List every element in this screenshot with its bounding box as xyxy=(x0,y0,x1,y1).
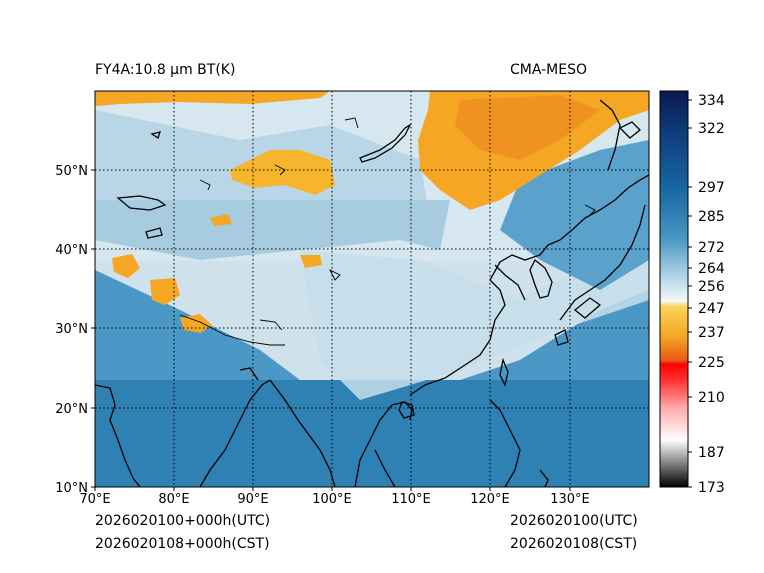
colorbar-tick-297: 297 xyxy=(698,180,725,196)
coastlines xyxy=(95,99,649,487)
lon-label-130: 130°E xyxy=(550,492,590,507)
lat-label-30: 30°N xyxy=(55,322,88,337)
lon-label-70: 70°E xyxy=(79,492,110,507)
colorbar-tick-285: 285 xyxy=(698,209,725,225)
lat-label-10: 10°N xyxy=(55,481,88,496)
model-name: CMA-MESO xyxy=(510,62,588,78)
init-time-cst: 2026020108(CST) xyxy=(510,536,638,552)
colorbar-tick-334: 334 xyxy=(698,93,725,109)
lon-label-90: 90°E xyxy=(237,492,268,507)
lat-label-20: 20°N xyxy=(55,402,88,417)
forecast-time-utc: 2026020100+000h(UTC) xyxy=(95,513,271,529)
cold-cloud-north xyxy=(95,91,330,106)
map-title: FY4A:10.8 μm BT(K) xyxy=(95,62,236,78)
colorbar xyxy=(659,90,689,488)
map-frame xyxy=(94,90,650,488)
lat-label-50: 50°N xyxy=(55,164,88,179)
graticule xyxy=(95,91,649,487)
brightness-field xyxy=(95,91,649,487)
colorbar-tick-210: 210 xyxy=(698,390,725,406)
init-time-utc: 2026020100(UTC) xyxy=(510,513,638,529)
lon-label-100: 100°E xyxy=(312,492,352,507)
colorbar-tick-322: 322 xyxy=(698,121,725,137)
colorbar-tick-272: 272 xyxy=(698,240,725,256)
colorbar-tick-187: 187 xyxy=(698,445,725,461)
lat-label-40: 40°N xyxy=(55,243,88,258)
lon-label-110: 110°E xyxy=(391,492,431,507)
forecast-time-cst: 2026020108+000h(CST) xyxy=(95,536,270,552)
colorbar-tick-225: 225 xyxy=(698,355,725,371)
lon-label-80: 80°E xyxy=(158,492,189,507)
colorbar-tick-237: 237 xyxy=(698,325,725,341)
colorbar-tick-264: 264 xyxy=(698,261,725,277)
colorbar-tick-173: 173 xyxy=(698,480,725,496)
lon-label-120: 120°E xyxy=(470,492,510,507)
colorbar-tick-247: 247 xyxy=(698,301,725,317)
colorbar-tick-256: 256 xyxy=(698,279,725,295)
